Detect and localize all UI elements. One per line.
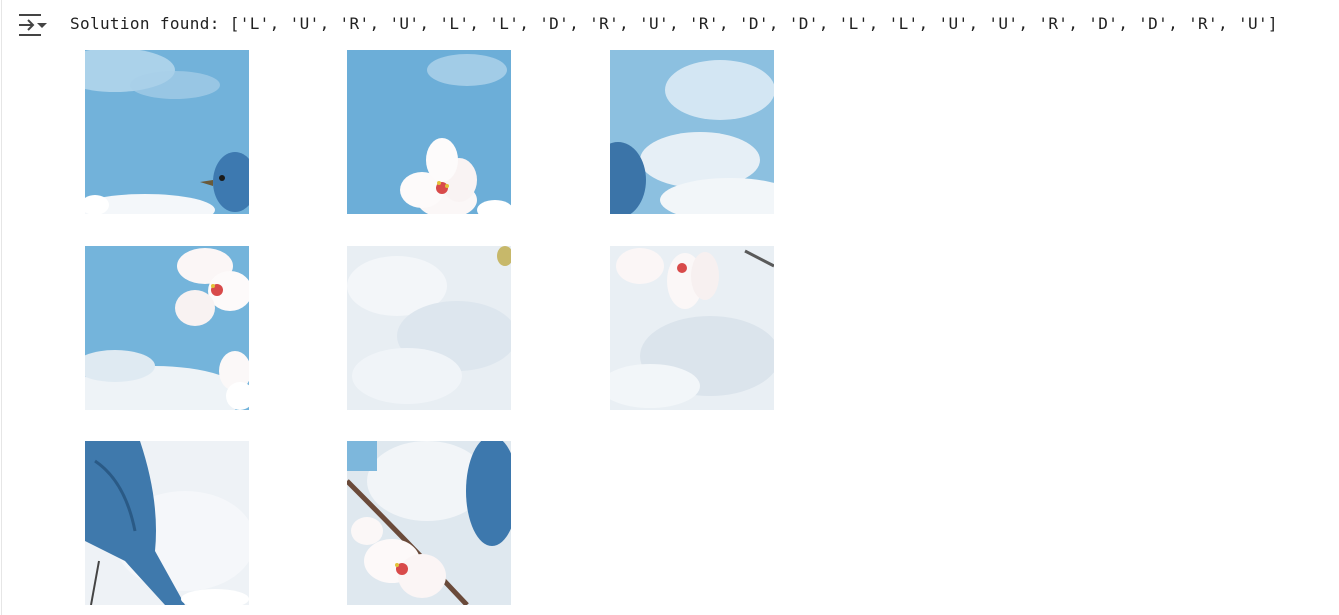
puzzle-tile-1 <box>85 50 249 214</box>
puzzle-tile-5 <box>347 246 511 410</box>
puzzle-tile-3 <box>610 50 774 214</box>
collapse-output-icon <box>19 14 47 36</box>
cell-gutter-divider <box>1 0 2 615</box>
puzzle-tile-6 <box>610 246 774 410</box>
puzzle-tile-7 <box>85 441 249 605</box>
puzzle-tile-4 <box>85 246 249 410</box>
output-stdout-text: Solution found: ['L', 'U', 'R', 'U', 'L'… <box>70 14 1278 33</box>
puzzle-tile-2 <box>347 50 511 214</box>
puzzle-tile-8 <box>347 441 511 605</box>
output-toggle-icon[interactable] <box>17 11 49 39</box>
